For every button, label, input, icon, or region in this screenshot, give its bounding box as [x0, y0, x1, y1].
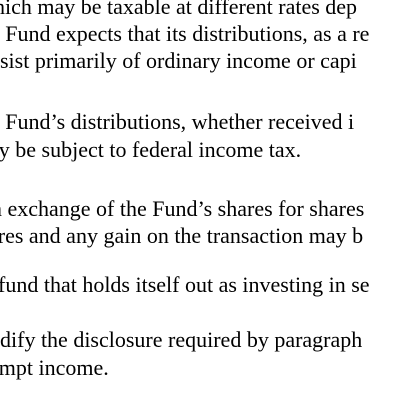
- text-line: e Fund’s distributions, whether received…: [0, 109, 355, 134]
- text-line: n exchange of the Fund’s shares for shar…: [0, 196, 365, 221]
- text-line: nsist primarily of ordinary income or ca…: [0, 48, 357, 73]
- text-line: hich may be taxable at different rates d…: [0, 0, 358, 19]
- text-line: odify the disclosure required by paragra…: [0, 327, 363, 352]
- text-line: ay be subject to federal income tax.: [0, 137, 302, 162]
- text-line: empt income.: [0, 355, 109, 380]
- text-line: fund that holds itself out as investing …: [0, 272, 370, 297]
- text-line: e Fund expects that its distributions, a…: [0, 21, 370, 46]
- text-line: ares and any gain on the transaction may…: [0, 223, 364, 248]
